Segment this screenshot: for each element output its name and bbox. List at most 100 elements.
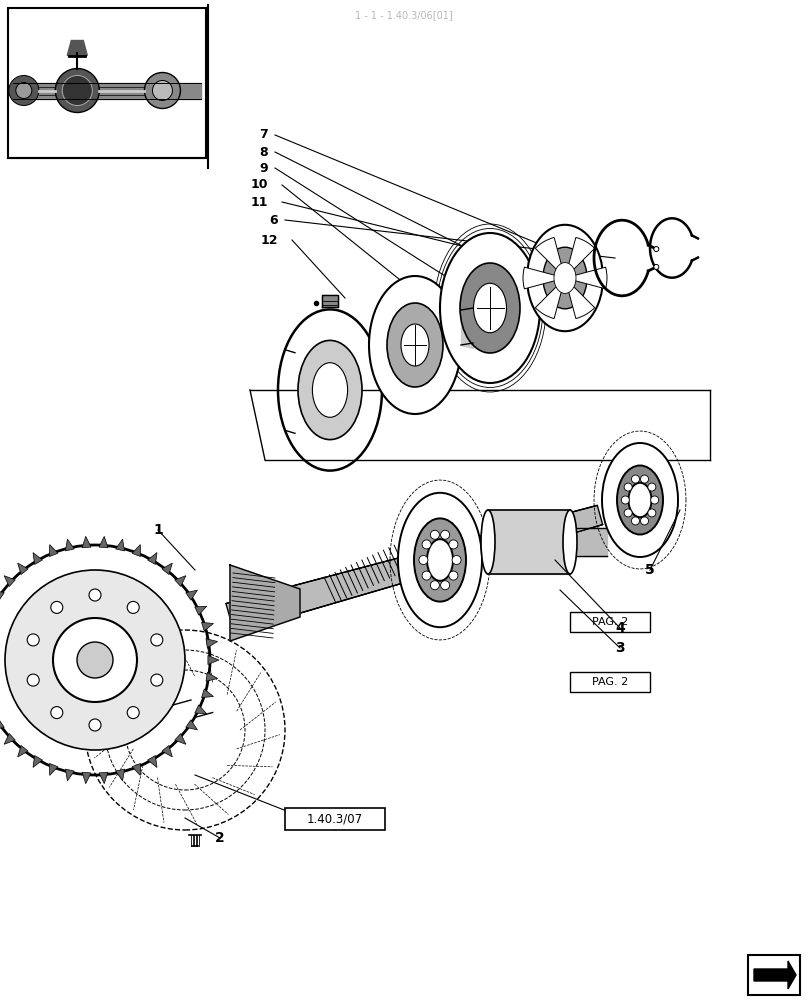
Circle shape: [27, 634, 39, 646]
Circle shape: [16, 83, 32, 99]
Polygon shape: [195, 705, 207, 714]
Polygon shape: [33, 553, 43, 564]
Circle shape: [9, 76, 39, 105]
Bar: [570, 612, 650, 632]
Polygon shape: [132, 763, 141, 775]
Polygon shape: [67, 40, 87, 55]
Ellipse shape: [414, 518, 466, 602]
Circle shape: [431, 581, 440, 590]
Text: 2: 2: [215, 831, 225, 845]
Circle shape: [641, 517, 649, 525]
Polygon shape: [195, 606, 207, 615]
Circle shape: [51, 707, 63, 719]
Ellipse shape: [543, 247, 587, 309]
Ellipse shape: [398, 493, 482, 627]
Polygon shape: [162, 745, 172, 757]
Text: 1.40.3/07: 1.40.3/07: [307, 812, 363, 826]
Ellipse shape: [481, 510, 495, 574]
Bar: [8, 8, 206, 158]
Wedge shape: [523, 267, 565, 289]
Polygon shape: [65, 769, 74, 781]
Circle shape: [77, 642, 113, 678]
Text: 11: 11: [250, 196, 268, 209]
Circle shape: [632, 475, 639, 483]
Ellipse shape: [473, 283, 507, 333]
Circle shape: [53, 618, 137, 702]
Polygon shape: [4, 733, 15, 744]
Polygon shape: [206, 672, 217, 681]
Circle shape: [422, 571, 431, 580]
Text: 6: 6: [269, 214, 278, 227]
Text: 1 - 1 - 1.40.3/06[01]: 1 - 1 - 1.40.3/06[01]: [356, 10, 452, 20]
Ellipse shape: [440, 233, 540, 383]
Wedge shape: [536, 237, 565, 278]
Ellipse shape: [617, 466, 663, 534]
Circle shape: [89, 719, 101, 731]
Circle shape: [151, 674, 163, 686]
Text: 4: 4: [615, 621, 625, 635]
Circle shape: [624, 483, 632, 491]
Bar: [748, 955, 800, 995]
Ellipse shape: [527, 225, 603, 331]
Bar: [570, 672, 650, 692]
Polygon shape: [18, 745, 28, 757]
Circle shape: [452, 556, 461, 564]
Polygon shape: [49, 545, 58, 557]
Ellipse shape: [602, 443, 678, 557]
Text: 9: 9: [259, 161, 268, 174]
Ellipse shape: [278, 309, 382, 471]
Text: 12: 12: [260, 233, 278, 246]
Circle shape: [5, 570, 185, 750]
Polygon shape: [175, 733, 186, 744]
Circle shape: [62, 76, 92, 105]
Polygon shape: [754, 961, 796, 989]
Circle shape: [51, 601, 63, 613]
Ellipse shape: [401, 324, 429, 366]
Circle shape: [431, 530, 440, 539]
Ellipse shape: [369, 276, 461, 414]
Wedge shape: [565, 237, 595, 278]
Text: PAG. 2: PAG. 2: [592, 617, 628, 627]
Polygon shape: [49, 763, 58, 775]
Polygon shape: [162, 563, 172, 575]
Ellipse shape: [387, 303, 443, 387]
Circle shape: [422, 540, 431, 549]
Circle shape: [127, 707, 139, 719]
Circle shape: [145, 73, 180, 108]
Circle shape: [127, 601, 139, 613]
Polygon shape: [206, 639, 217, 648]
Circle shape: [0, 545, 210, 775]
Polygon shape: [82, 536, 91, 548]
Polygon shape: [4, 576, 15, 587]
Polygon shape: [322, 295, 338, 307]
Bar: [285, 808, 385, 830]
Circle shape: [650, 496, 659, 504]
Circle shape: [440, 530, 449, 539]
Circle shape: [621, 496, 629, 504]
Ellipse shape: [427, 539, 453, 581]
Ellipse shape: [460, 263, 520, 353]
Circle shape: [55, 68, 99, 112]
Text: 3: 3: [615, 641, 625, 655]
Polygon shape: [226, 505, 603, 632]
Text: 1: 1: [154, 523, 163, 537]
Ellipse shape: [629, 483, 651, 517]
Circle shape: [632, 517, 639, 525]
Circle shape: [89, 589, 101, 601]
Wedge shape: [565, 278, 595, 319]
Polygon shape: [116, 539, 124, 551]
Polygon shape: [208, 655, 219, 665]
Circle shape: [419, 556, 428, 564]
Ellipse shape: [298, 340, 362, 440]
Circle shape: [654, 264, 659, 269]
Polygon shape: [18, 563, 28, 575]
Circle shape: [654, 247, 659, 252]
Polygon shape: [99, 536, 108, 548]
Text: 5: 5: [645, 563, 654, 577]
Circle shape: [440, 581, 449, 590]
Circle shape: [624, 509, 632, 517]
Polygon shape: [148, 756, 157, 767]
Polygon shape: [175, 576, 186, 587]
Circle shape: [648, 509, 656, 517]
Polygon shape: [148, 553, 157, 564]
